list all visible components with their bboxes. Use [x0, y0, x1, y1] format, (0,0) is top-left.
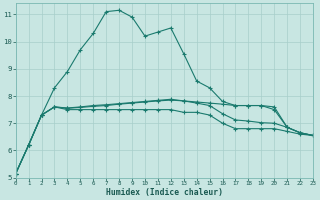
X-axis label: Humidex (Indice chaleur): Humidex (Indice chaleur): [106, 188, 223, 197]
